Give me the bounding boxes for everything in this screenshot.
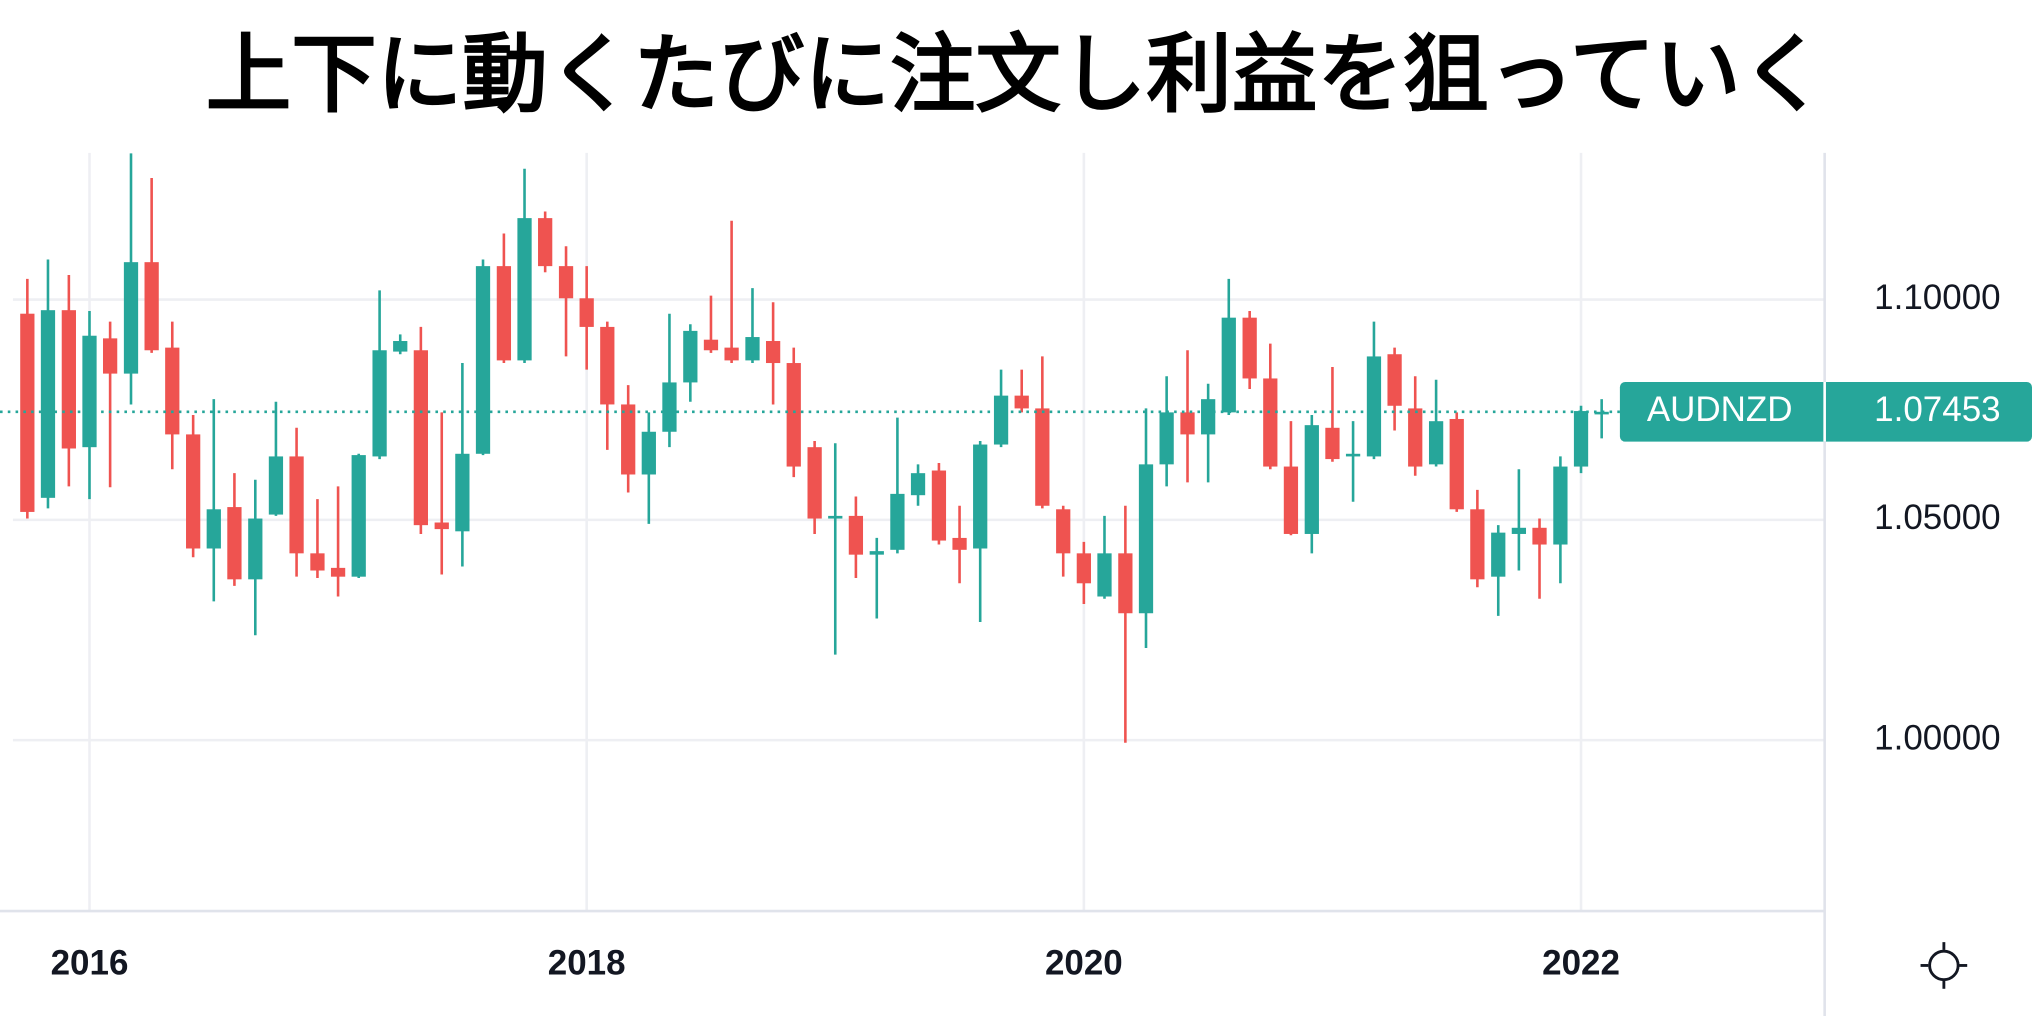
candle-body — [703, 339, 719, 351]
candle-body — [434, 522, 449, 530]
candle-body — [1014, 395, 1029, 409]
candle-body — [1573, 411, 1589, 467]
candle-body — [724, 347, 739, 361]
candle-body — [1242, 317, 1257, 379]
candle-body — [1428, 421, 1444, 465]
x-tick-label: 2020 — [1045, 944, 1123, 983]
candle-body — [848, 515, 864, 555]
candle-body — [579, 298, 594, 327]
candle-body — [289, 456, 304, 554]
candle-body — [1470, 509, 1485, 580]
candle-body — [1532, 527, 1547, 545]
candle-body — [496, 266, 512, 361]
y-tick-label: 1.00000 — [1874, 718, 2000, 757]
candle-body — [745, 337, 760, 361]
candle-body — [248, 518, 263, 580]
candle-body — [1345, 453, 1361, 457]
candle-body — [227, 507, 242, 580]
icon-circle — [1928, 949, 1960, 982]
candle-body — [82, 335, 97, 448]
candle-body — [641, 431, 656, 475]
candle-body — [1056, 509, 1071, 554]
candle-body — [600, 326, 615, 405]
candle-body — [186, 434, 201, 549]
candle-body — [1138, 464, 1154, 614]
candle-body — [973, 444, 988, 549]
candle-body — [910, 473, 926, 496]
x-tick-label: 2018 — [548, 944, 626, 983]
symbol-label: AUDNZD — [1647, 390, 1793, 429]
candle-body — [1159, 412, 1174, 465]
candle-body — [475, 266, 491, 454]
candle-body — [1491, 532, 1506, 577]
candle-body — [621, 404, 636, 475]
grid — [12, 152, 1825, 912]
candle-body — [206, 509, 221, 549]
candle-body — [1097, 553, 1112, 597]
candle-body — [165, 347, 180, 435]
candle-body — [1366, 356, 1382, 457]
candle-body — [765, 341, 781, 364]
candle-body — [1304, 425, 1319, 534]
x-tick-label: 2016 — [51, 944, 129, 983]
chart-title: 上下に動くたびに注文し利益を狙っていく — [206, 26, 1827, 125]
candle-body — [144, 262, 159, 351]
candle-body — [558, 266, 574, 299]
settings-icon[interactable] — [1920, 942, 1968, 989]
y-tick-label: 1.10000 — [1874, 278, 2000, 317]
candle-body — [517, 218, 532, 361]
candle-body — [1553, 466, 1568, 545]
candle-body — [310, 553, 325, 571]
axis-labels: 1.00000 1.05000 1.10000 2016 2018 2020 2022 AUD… — [51, 278, 2032, 983]
candle-body — [828, 515, 843, 519]
candle-body — [1263, 378, 1278, 467]
candle-body — [890, 493, 905, 550]
candle-body — [952, 537, 967, 550]
candle-body — [1387, 354, 1402, 406]
x-tick-label: 2022 — [1542, 944, 1620, 983]
candle-body — [662, 382, 677, 432]
candle-body — [1594, 411, 1609, 415]
candle-body — [1180, 412, 1195, 435]
candle-body — [1449, 418, 1464, 510]
candle-body — [1201, 399, 1216, 435]
candle-body — [61, 310, 76, 449]
candle-body — [786, 363, 801, 467]
last-price-label: 1.07453 — [1874, 390, 2000, 429]
y-tick-label: 1.05000 — [1874, 498, 2000, 537]
candle-body — [538, 218, 553, 267]
candle-body — [268, 456, 284, 515]
candle-body — [1325, 427, 1340, 460]
candle-body — [40, 310, 56, 498]
candle-body — [869, 551, 884, 555]
candle-body — [1118, 553, 1133, 614]
candle-body — [807, 447, 822, 519]
candle-body — [1283, 466, 1299, 534]
candle-body — [1076, 553, 1091, 584]
candle-body — [1035, 408, 1050, 506]
candle-body — [413, 350, 428, 526]
candle-body — [372, 350, 387, 457]
candle-body — [683, 330, 698, 383]
candle-body — [993, 395, 1009, 445]
candle-body — [931, 470, 947, 541]
candle-body — [1408, 408, 1423, 467]
candle-body — [123, 262, 139, 374]
candle-body — [1221, 317, 1236, 413]
candle-body — [102, 338, 118, 374]
candle-body — [455, 453, 470, 532]
candle-body — [20, 313, 35, 512]
candle-body — [330, 567, 346, 577]
candles — [0, 153, 1620, 743]
candle-body — [393, 341, 408, 352]
candle-body — [351, 455, 366, 577]
candle-body — [1511, 527, 1527, 534]
